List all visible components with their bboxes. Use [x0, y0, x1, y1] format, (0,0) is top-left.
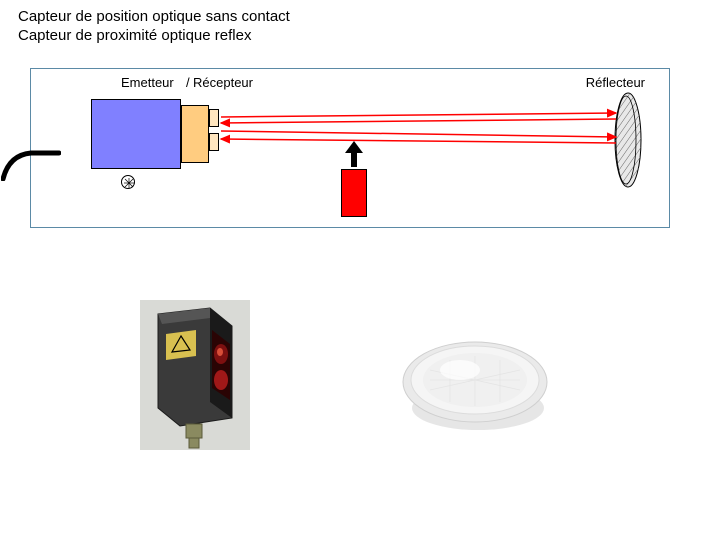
obstacle-block	[341, 169, 367, 217]
reflector-shape	[613, 91, 643, 189]
sensor-indicator	[121, 175, 135, 189]
diagram-frame: Emetteur / Récepteur Réflecteur	[30, 68, 670, 228]
title-line-2: Capteur de proximité optique reflex	[18, 27, 290, 46]
sensor-cable	[1, 147, 61, 181]
photo-sensor-device	[140, 300, 250, 450]
title-block: Capteur de position optique sans contact…	[18, 8, 290, 46]
sensor-body	[91, 99, 181, 169]
sensor-front	[181, 105, 209, 163]
reflector-label: Réflecteur	[586, 75, 645, 90]
beam-top-back	[221, 119, 616, 123]
beam-bottom-back	[221, 139, 616, 143]
sensor-lens-bottom	[209, 133, 219, 151]
sensor-lens-top	[209, 109, 219, 127]
indicator-glyph	[122, 176, 136, 190]
obstacle-arrow-icon	[343, 139, 365, 169]
beam-top-out	[221, 113, 616, 117]
label-slash: /	[186, 75, 190, 90]
receiver-label: Récepteur	[193, 75, 253, 90]
beam-bottom-out	[221, 131, 616, 137]
photo-reflector-disc	[390, 330, 560, 440]
emitter-label: Emetteur	[121, 75, 174, 90]
title-line-1: Capteur de position optique sans contact	[18, 8, 290, 27]
